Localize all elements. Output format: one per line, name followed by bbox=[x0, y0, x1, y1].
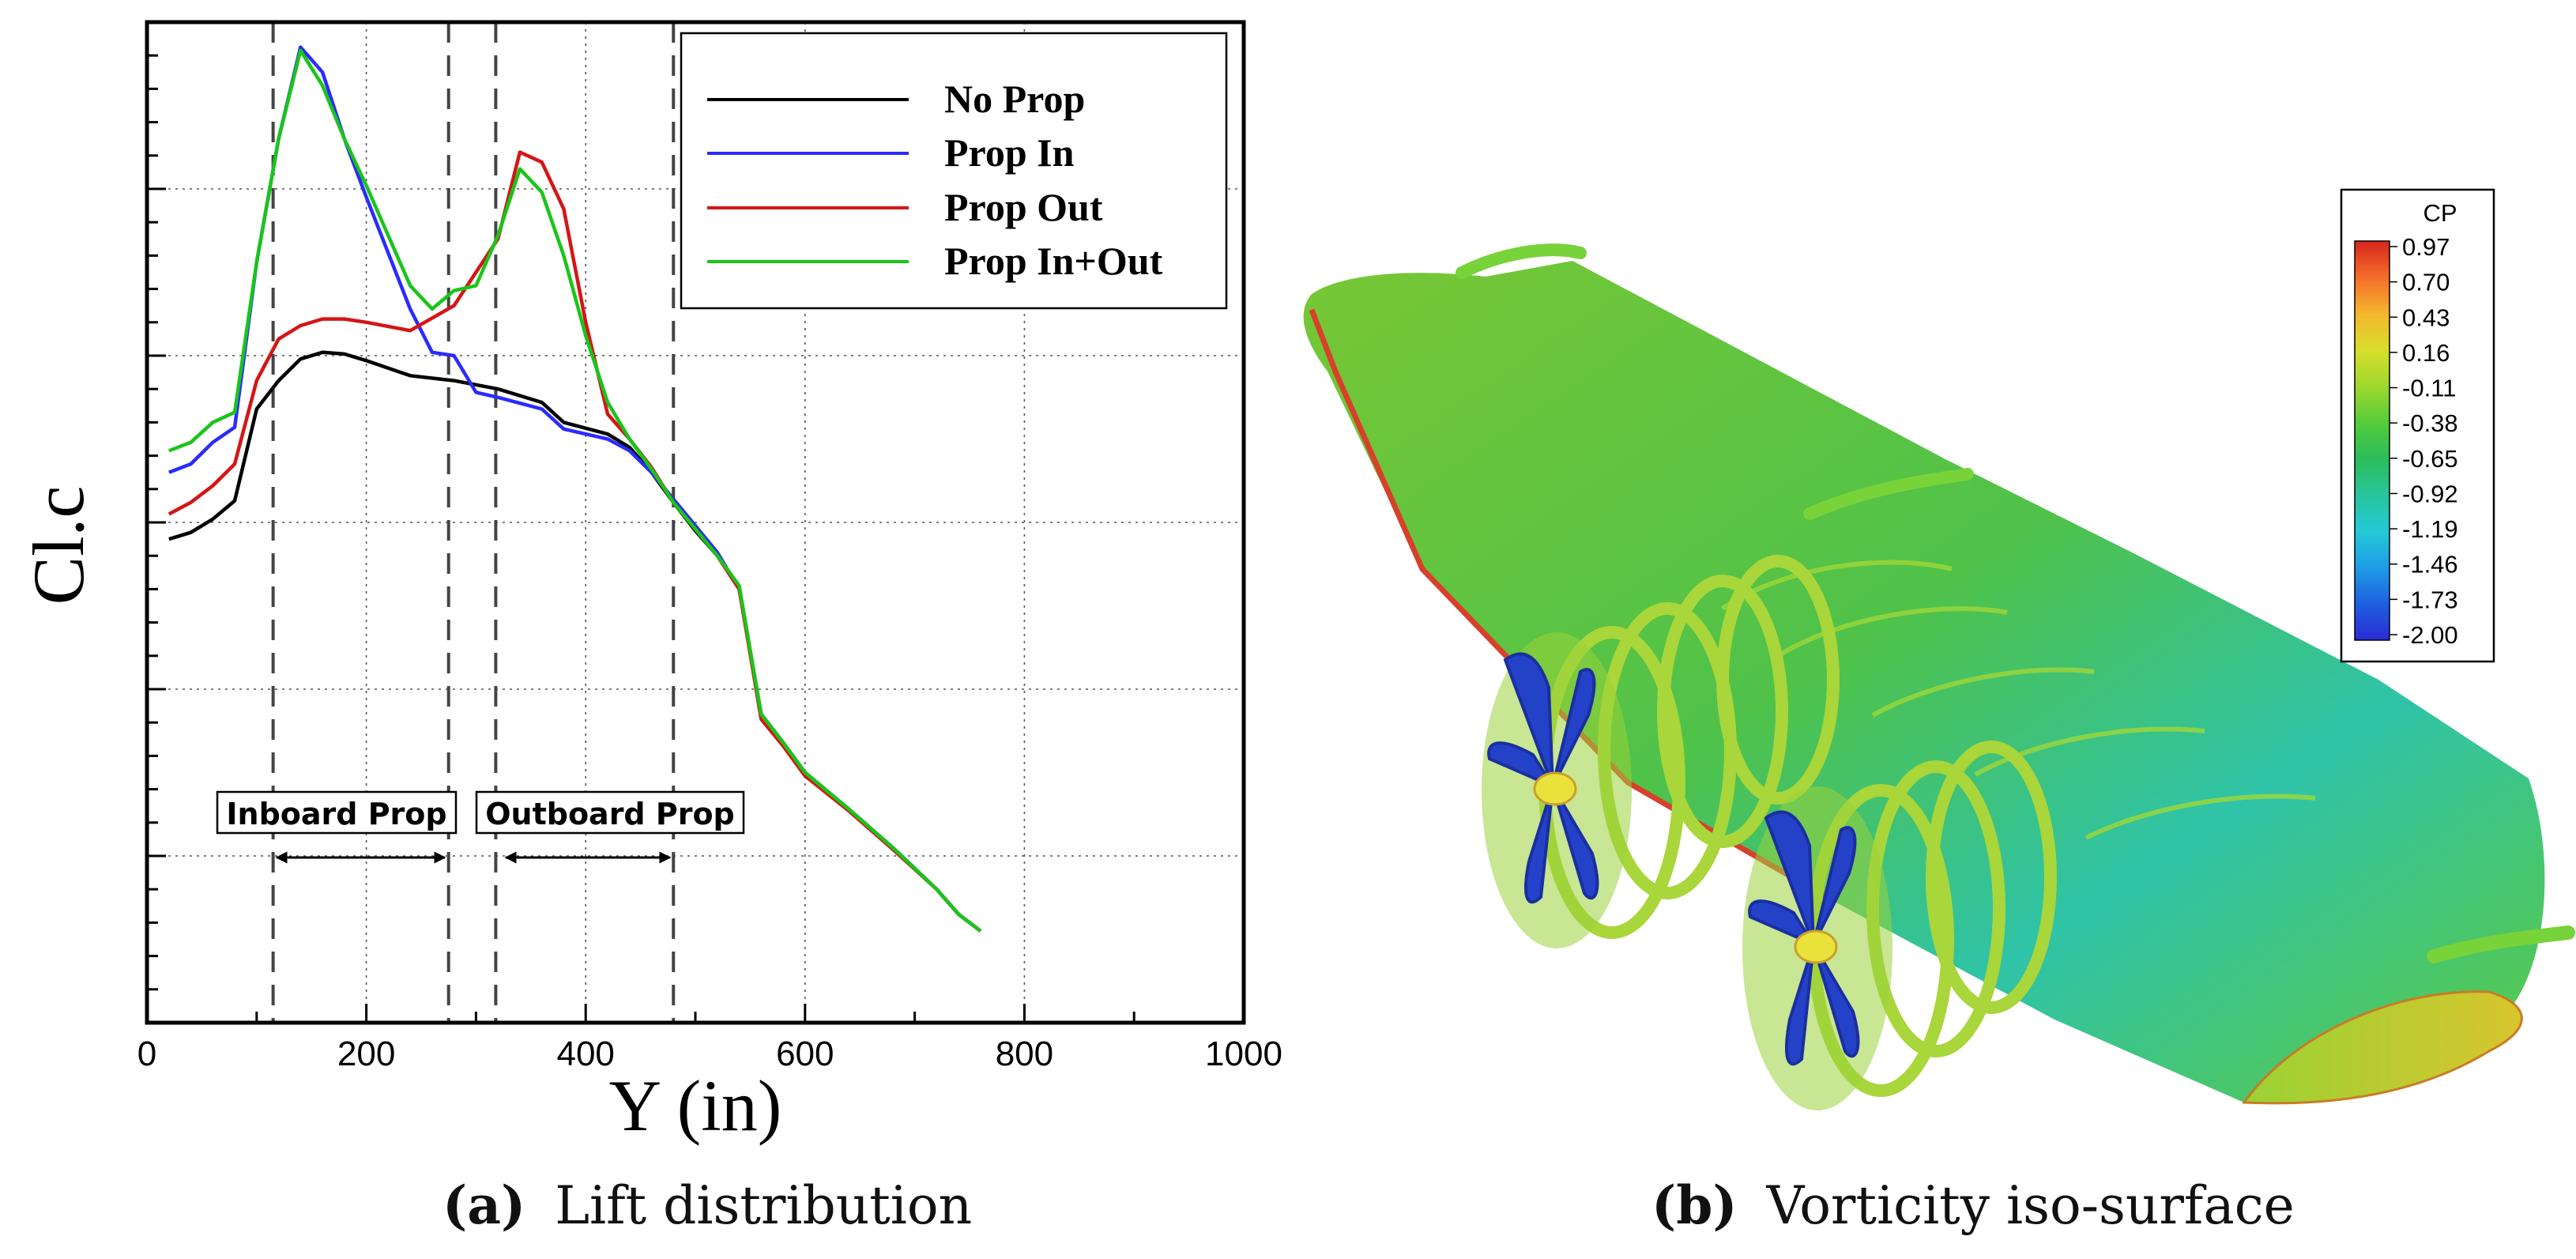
x-tick-labels: 0 200 400 600 800 1000 bbox=[137, 1004, 1282, 1073]
colorbar-tick-label: 0.43 bbox=[2402, 303, 2450, 331]
colorbar-tick-label: -0.92 bbox=[2402, 480, 2458, 507]
x-tick-label: 200 bbox=[337, 1035, 395, 1073]
prop-annotations: Inboard Prop Outboard Prop bbox=[216, 790, 745, 864]
legend-label-prop-in-out: Prop In+Out bbox=[944, 239, 1163, 283]
annotation-inboard-label: Inboard Prop bbox=[226, 797, 446, 831]
y-axis-title: Cl.c bbox=[18, 486, 99, 605]
caption-b-letter: (b) bbox=[1651, 1174, 1738, 1236]
series-line-prop-out bbox=[168, 150, 982, 933]
colorbar-tick-label: -1.73 bbox=[2402, 586, 2458, 613]
colorbar-tick-label: -0.65 bbox=[2402, 445, 2458, 473]
caption-a-letter: (a) bbox=[443, 1174, 525, 1236]
propeller-outboard bbox=[1742, 741, 2057, 1110]
colorbar-gradient bbox=[2354, 240, 2390, 641]
annotation-inboard-box bbox=[216, 790, 458, 835]
annotation-outboard-prop: Outboard Prop bbox=[475, 790, 745, 864]
x-tick-label: 0 bbox=[137, 1035, 156, 1073]
colorbar-tick-label: 0.70 bbox=[2402, 269, 2450, 296]
x-tick-label: 800 bbox=[996, 1035, 1053, 1073]
series-layer bbox=[168, 45, 982, 933]
x-tick-label: 1000 bbox=[1205, 1035, 1282, 1073]
prop-boundary-lines bbox=[271, 22, 676, 1023]
wing-surface bbox=[1303, 261, 2545, 1103]
colorbar-tick-label: -1.46 bbox=[2402, 551, 2458, 579]
legend: No Prop Prop In Prop Out Prop In+Out bbox=[680, 32, 1228, 310]
colorbar-tick-label: -1.19 bbox=[2402, 515, 2458, 543]
caption-b: (b) Vorticity iso-surface bbox=[1651, 1174, 2295, 1236]
annotation-outboard-label: Outboard Prop bbox=[485, 797, 735, 831]
colorbar-tick-label: 0.16 bbox=[2402, 339, 2450, 367]
colorbar-title: CP bbox=[2423, 199, 2457, 227]
colorbar-tick-label: -0.11 bbox=[2402, 375, 2456, 402]
colorbar-ticks: 0.97 0.70 0.43 0.16 -0.11 -0.38 -0.65 -0.92 -1.1… bbox=[2390, 233, 2458, 649]
prop-blades-inboard bbox=[1487, 652, 1599, 904]
caption-a: (a) Lift distribution bbox=[443, 1174, 972, 1236]
annotation-outboard-box bbox=[475, 790, 745, 835]
colorbar-tick-label: 0.97 bbox=[2402, 233, 2450, 261]
caption-a-text: Lift distribution bbox=[555, 1175, 972, 1236]
colorbar-tick-label: -2.00 bbox=[2402, 621, 2458, 649]
panel-b-vorticity-render: CP 0.97 0.70 0.43 0.16 -0.11 -0.38 -0.65 -0.92 -… bbox=[1303, 188, 2575, 1236]
tip-vortex-mid bbox=[1803, 468, 1974, 520]
prop-hub-inboard bbox=[1533, 771, 1577, 806]
x-tick-label: 600 bbox=[776, 1035, 834, 1073]
legend-label-prop-out: Prop Out bbox=[944, 185, 1103, 229]
series-line-prop-in-out bbox=[168, 48, 982, 933]
legend-label-prop-in: Prop In bbox=[944, 130, 1075, 175]
prop-blades-outboard bbox=[1748, 810, 1860, 1066]
legend-label-no-prop: No Prop bbox=[944, 77, 1085, 121]
tip-vortex-root bbox=[1456, 243, 1587, 279]
tip-vortex-outer bbox=[2427, 925, 2575, 963]
panel-a-lift-chart: 0 200 400 600 800 1000 Inboard Prop Outboard … bbox=[18, 20, 1282, 1236]
prop-hub-outboard bbox=[1794, 929, 1838, 964]
caption-b-text: Vorticity iso-surface bbox=[1766, 1175, 2295, 1236]
wing-tip bbox=[2242, 990, 2523, 1105]
colorbar-tick-label: -0.38 bbox=[2402, 409, 2458, 437]
y-minor-ticks bbox=[147, 21, 166, 1024]
x-axis-title: Y (in) bbox=[609, 1065, 782, 1146]
colorbar: CP 0.97 0.70 0.43 0.16 -0.11 -0.38 -0.65 -0.92 -… bbox=[2340, 188, 2495, 663]
annotation-inboard-prop: Inboard Prop bbox=[216, 790, 458, 864]
propeller-inboard bbox=[1482, 555, 1840, 948]
x-tick-label: 400 bbox=[556, 1035, 614, 1073]
